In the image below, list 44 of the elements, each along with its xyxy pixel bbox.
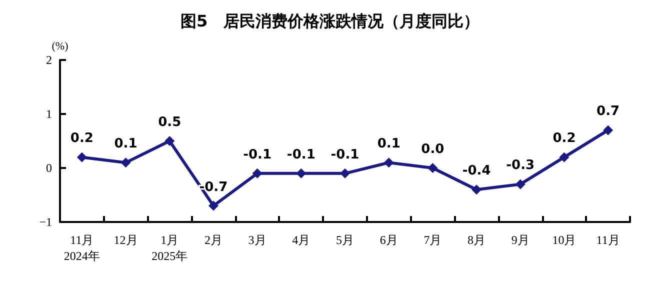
point — [603, 125, 614, 136]
data-label: -0.1 — [286, 147, 316, 162]
point — [164, 136, 175, 146]
point — [384, 158, 394, 168]
point — [296, 168, 306, 178]
data-label: 0.1 — [377, 136, 400, 152]
data-label: 0.5 — [158, 115, 182, 130]
data-label: 0.7 — [596, 104, 620, 120]
point — [120, 158, 131, 168]
point — [208, 200, 218, 211]
y-tick-label: 0 — [46, 161, 52, 175]
x-tick-label: 10月 — [552, 233, 576, 247]
point — [76, 152, 87, 162]
x-tick-label: 4月 — [292, 233, 310, 247]
x-tick-label: 12月 — [114, 233, 138, 247]
x-tick-label: 11月 2024年 — [64, 233, 100, 263]
point — [472, 184, 482, 195]
data-label: 0.2 — [552, 131, 576, 146]
data-label: 0.0 — [421, 142, 444, 157]
data-label: 0.1 — [114, 136, 138, 152]
chart-title: 图5 居民消费价格涨跌情况（月度同比） — [180, 12, 480, 30]
y-axis-title: (%) — [52, 40, 69, 52]
data-label: 0.2 — [70, 131, 94, 146]
y-tick-label: 1 — [46, 107, 52, 121]
data-label: -0.1 — [243, 147, 272, 162]
y-tick-label: −1 — [39, 215, 52, 229]
data-label: -0.4 — [462, 164, 491, 179]
point — [559, 152, 570, 162]
x-tick-label: 9月 — [511, 233, 530, 247]
x-tick-label: 7月 — [424, 233, 442, 247]
x-tick-label: 6月 — [380, 233, 398, 247]
y-tick-label: 2 — [46, 53, 52, 67]
data-label: -0.3 — [506, 158, 535, 174]
point — [252, 168, 262, 178]
point — [515, 179, 526, 190]
point — [428, 163, 438, 173]
x-tick-label: 3月 — [248, 233, 266, 247]
point — [340, 168, 350, 178]
x-tick-label: 5月 — [336, 233, 354, 247]
data-label: -0.1 — [330, 147, 360, 162]
x-tick-label: 2月 — [204, 233, 222, 247]
x-tick-label: 11月 — [596, 233, 620, 247]
x-tick-label: 8月 — [468, 233, 486, 247]
x-tick-label: 1月 2025年 — [152, 233, 188, 263]
